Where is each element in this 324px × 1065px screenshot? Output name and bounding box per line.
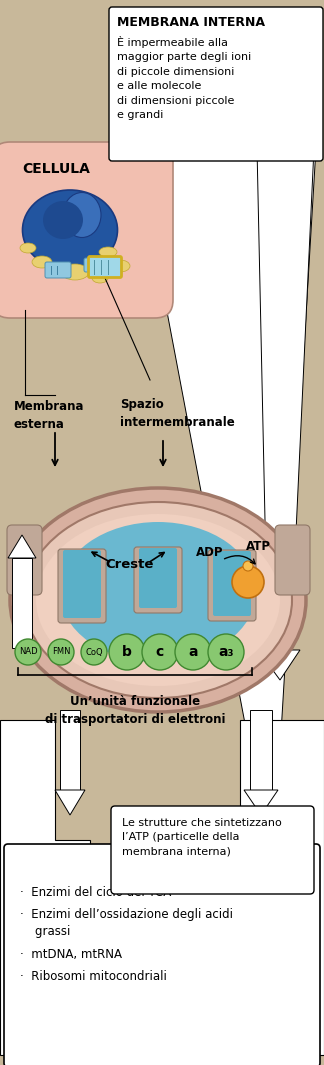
Ellipse shape	[10, 488, 306, 712]
Ellipse shape	[60, 522, 256, 662]
FancyBboxPatch shape	[88, 257, 122, 278]
Ellipse shape	[63, 193, 101, 237]
Text: a₃: a₃	[218, 645, 234, 659]
Ellipse shape	[92, 273, 108, 283]
Text: ADP: ADP	[196, 545, 224, 558]
Ellipse shape	[36, 514, 280, 686]
Text: È impermeabile alla
maggior parte degli ioni
di piccole dimensioni
e alle moleco: È impermeabile alla maggior parte degli …	[117, 36, 251, 120]
Text: ·  Enzimi dell’ossidazione degli acidi
    grassi: · Enzimi dell’ossidazione degli acidi gr…	[20, 908, 233, 938]
Ellipse shape	[32, 256, 52, 268]
Circle shape	[142, 634, 178, 670]
Circle shape	[81, 639, 107, 665]
Ellipse shape	[110, 260, 130, 272]
FancyBboxPatch shape	[4, 843, 320, 1065]
FancyBboxPatch shape	[213, 551, 251, 616]
Polygon shape	[55, 790, 85, 815]
Text: Membrana
esterna: Membrana esterna	[14, 400, 85, 431]
Text: ·  Enzimi del ciclo dei TCA: · Enzimi del ciclo dei TCA	[20, 886, 171, 899]
Text: c: c	[156, 645, 164, 659]
Ellipse shape	[43, 201, 83, 239]
Polygon shape	[136, 148, 316, 750]
Text: Creste: Creste	[106, 558, 154, 572]
Text: ·  Ribosomi mitocondriali: · Ribosomi mitocondriali	[20, 970, 167, 983]
Text: ATP: ATP	[246, 541, 271, 554]
Text: FMN: FMN	[52, 648, 70, 656]
Polygon shape	[8, 535, 36, 558]
Ellipse shape	[99, 247, 117, 257]
Polygon shape	[0, 720, 90, 1055]
Text: CoQ: CoQ	[85, 648, 103, 656]
FancyBboxPatch shape	[275, 525, 310, 595]
Circle shape	[232, 566, 264, 599]
Text: Le strutture che sintetizzano
l’ATP (particelle della
membrana interna): Le strutture che sintetizzano l’ATP (par…	[122, 818, 282, 857]
Ellipse shape	[24, 502, 292, 698]
FancyBboxPatch shape	[109, 7, 323, 161]
Polygon shape	[12, 558, 32, 648]
FancyBboxPatch shape	[63, 550, 101, 618]
Ellipse shape	[20, 243, 36, 253]
Text: a: a	[188, 645, 198, 659]
Circle shape	[48, 639, 74, 665]
Polygon shape	[60, 710, 80, 790]
FancyBboxPatch shape	[58, 548, 106, 623]
Text: b: b	[122, 645, 132, 659]
FancyBboxPatch shape	[208, 550, 256, 621]
FancyBboxPatch shape	[45, 262, 71, 278]
Text: NAD: NAD	[19, 648, 37, 656]
Polygon shape	[257, 148, 314, 660]
Ellipse shape	[22, 190, 118, 271]
FancyBboxPatch shape	[134, 547, 182, 613]
Circle shape	[243, 561, 253, 571]
Polygon shape	[258, 650, 300, 679]
Circle shape	[109, 634, 145, 670]
Circle shape	[175, 634, 211, 670]
FancyBboxPatch shape	[7, 525, 42, 595]
Polygon shape	[250, 710, 272, 790]
Circle shape	[15, 639, 41, 665]
FancyBboxPatch shape	[84, 258, 106, 272]
Polygon shape	[244, 790, 278, 815]
Text: MATRICE: MATRICE	[124, 858, 200, 873]
Polygon shape	[235, 720, 324, 1055]
FancyBboxPatch shape	[111, 806, 314, 894]
Text: Spazio
intermembranale: Spazio intermembranale	[120, 398, 235, 429]
Ellipse shape	[61, 264, 89, 280]
Text: ·  mtDNA, mtRNA: · mtDNA, mtRNA	[20, 948, 122, 961]
Text: CELLULA: CELLULA	[22, 162, 90, 176]
FancyBboxPatch shape	[139, 548, 177, 608]
Circle shape	[208, 634, 244, 670]
Text: MEMBRANA INTERNA: MEMBRANA INTERNA	[117, 16, 265, 29]
Text: Un’unità funzionale
di trasportatori di elettroni: Un’unità funzionale di trasportatori di …	[45, 695, 225, 726]
FancyBboxPatch shape	[0, 142, 173, 318]
